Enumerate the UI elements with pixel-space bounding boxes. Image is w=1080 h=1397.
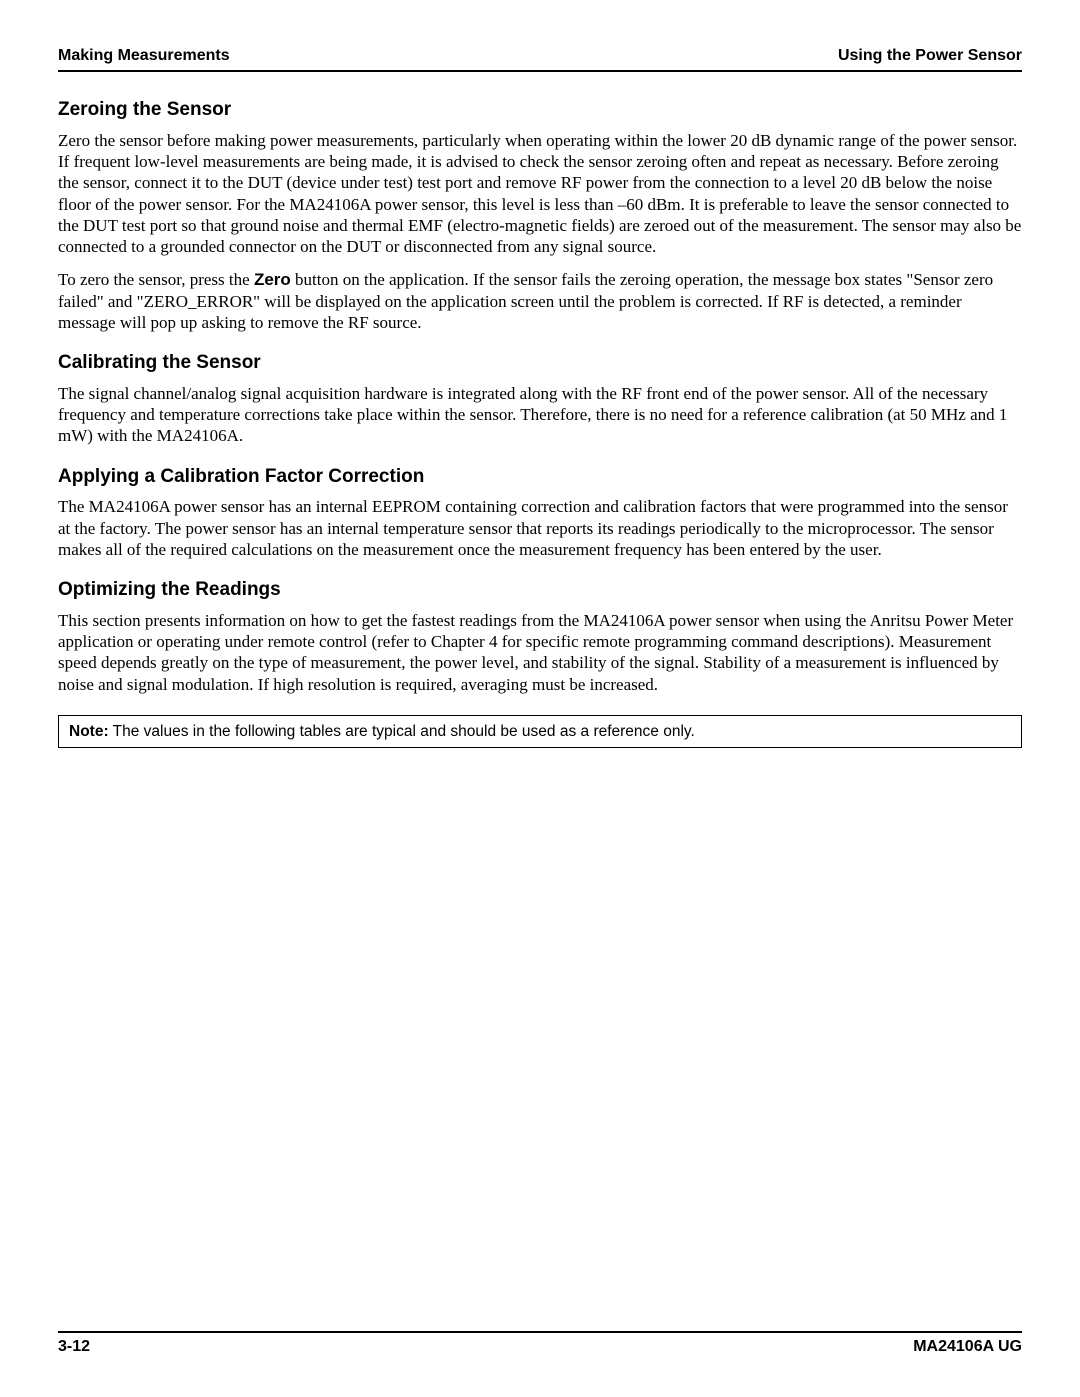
para-calfactor-1: The MA24106A power sensor has an interna… — [58, 496, 1022, 560]
para-zeroing-2: To zero the sensor, press the Zero butto… — [58, 269, 1022, 333]
heading-zeroing: Zeroing the Sensor — [58, 98, 1022, 122]
note-box: Note: The values in the following tables… — [58, 715, 1022, 748]
text-bold-zero: Zero — [254, 270, 291, 289]
footer-left: 3-12 — [58, 1337, 90, 1357]
section-zeroing: Zeroing the Sensor Zero the sensor befor… — [58, 98, 1022, 333]
note-text: The values in the following tables are t… — [109, 723, 695, 740]
para-zeroing-1: Zero the sensor before making power meas… — [58, 130, 1022, 258]
header-right: Using the Power Sensor — [838, 46, 1022, 66]
note-label: Note: — [69, 723, 109, 740]
para-calibrating-1: The signal channel/analog signal acquisi… — [58, 383, 1022, 447]
para-optimizing-1: This section presents information on how… — [58, 610, 1022, 695]
page-footer: 3-12 MA24106A UG — [58, 1331, 1022, 1357]
heading-optimizing: Optimizing the Readings — [58, 578, 1022, 602]
heading-calibrating: Calibrating the Sensor — [58, 351, 1022, 375]
section-calibrating: Calibrating the Sensor The signal channe… — [58, 351, 1022, 447]
heading-calfactor: Applying a Calibration Factor Correction — [58, 465, 1022, 489]
page-header: Making Measurements Using the Power Sens… — [58, 46, 1022, 72]
footer-right: MA24106A UG — [913, 1337, 1022, 1357]
section-optimizing: Optimizing the Readings This section pre… — [58, 578, 1022, 695]
section-calfactor: Applying a Calibration Factor Correction… — [58, 465, 1022, 561]
text-pre: To zero the sensor, press the — [58, 270, 254, 289]
header-left: Making Measurements — [58, 46, 230, 66]
